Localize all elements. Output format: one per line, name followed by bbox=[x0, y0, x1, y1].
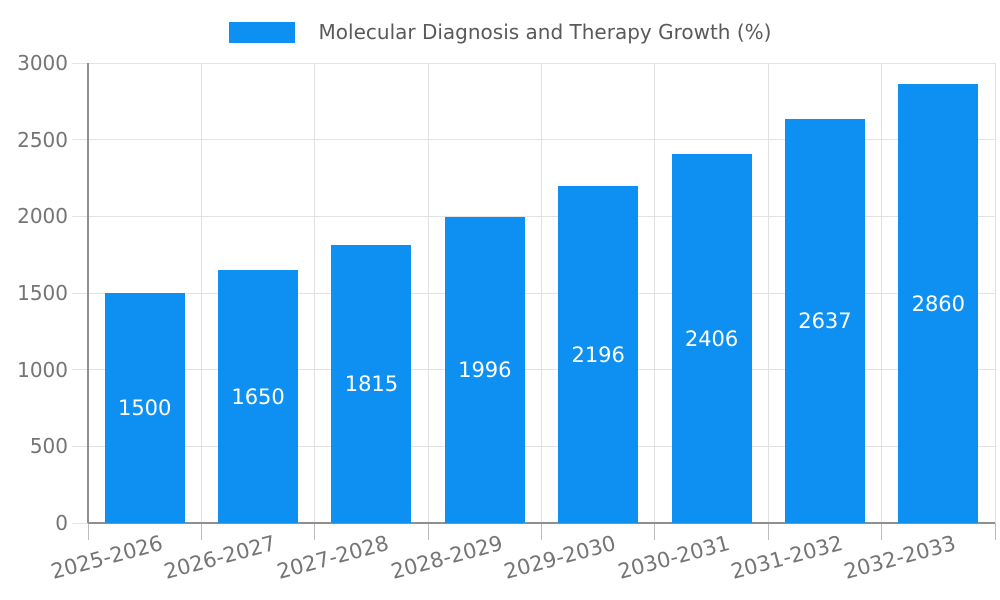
bar-value-label: 2860 bbox=[911, 291, 966, 316]
y-axis-tick bbox=[72, 445, 88, 447]
bar-value-label: 2406 bbox=[684, 326, 739, 351]
x-axis-tick bbox=[994, 523, 996, 540]
bar-value-label: 2637 bbox=[798, 308, 852, 333]
bar-value-label: 1996 bbox=[458, 357, 512, 382]
bar[interactable]: 1500 bbox=[104, 293, 185, 523]
y-axis-label: 0 bbox=[55, 511, 68, 535]
y-axis-tick bbox=[72, 62, 88, 64]
gridline-vertical bbox=[767, 63, 769, 523]
x-axis-label: 2029-2030 bbox=[501, 531, 619, 584]
bar-value-label: 1815 bbox=[344, 371, 399, 396]
x-axis-label: 2031-2032 bbox=[728, 531, 846, 584]
y-axis-tick bbox=[72, 139, 88, 141]
gridline-vertical bbox=[200, 63, 202, 523]
gridline-vertical bbox=[994, 63, 996, 523]
gridline-vertical bbox=[881, 63, 883, 523]
y-axis-line bbox=[87, 63, 89, 523]
bar[interactable]: 2860 bbox=[898, 84, 979, 523]
x-axis-label: 2027-2028 bbox=[274, 531, 392, 584]
x-axis-tick bbox=[427, 523, 429, 540]
legend-label: Molecular Diagnosis and Therapy Growth (… bbox=[318, 20, 772, 44]
y-axis-tick bbox=[72, 292, 88, 294]
x-axis-tick bbox=[767, 523, 769, 540]
gridline-vertical bbox=[427, 63, 429, 523]
x-axis-label: 2025-2026 bbox=[48, 531, 165, 584]
y-axis-tick bbox=[72, 522, 88, 524]
x-axis-label: 2032-2033 bbox=[841, 531, 959, 584]
bar-value-label: 2196 bbox=[571, 342, 625, 367]
y-axis-label: 500 bbox=[29, 434, 68, 459]
x-axis-label: 2028-2029 bbox=[388, 531, 506, 584]
gridline-vertical bbox=[314, 63, 316, 523]
y-axis-label: 1000 bbox=[17, 357, 68, 382]
bar[interactable]: 2637 bbox=[784, 118, 865, 523]
bar[interactable]: 2196 bbox=[558, 186, 639, 523]
x-axis-tick bbox=[541, 523, 542, 540]
x-axis-tick bbox=[881, 523, 883, 540]
gridline-vertical bbox=[654, 63, 656, 523]
bar[interactable]: 1996 bbox=[444, 216, 525, 523]
bar[interactable]: 1650 bbox=[218, 270, 299, 523]
gridline-vertical bbox=[541, 63, 542, 523]
x-axis-label: 2026-2027 bbox=[161, 531, 279, 584]
x-axis-line bbox=[88, 522, 995, 524]
bar[interactable]: 1815 bbox=[331, 244, 412, 523]
chart-legend[interactable]: Molecular Diagnosis and Therapy Growth (… bbox=[0, 21, 1000, 43]
y-axis-label: 3000 bbox=[17, 51, 68, 75]
bar-value-label: 1650 bbox=[231, 384, 285, 409]
bar[interactable]: 2406 bbox=[671, 154, 752, 523]
x-axis-tick bbox=[87, 523, 89, 540]
y-axis-label: 2500 bbox=[17, 127, 68, 152]
x-axis-label: 2030-2031 bbox=[614, 531, 732, 584]
y-axis-tick bbox=[72, 215, 88, 217]
y-axis-label: 2000 bbox=[17, 204, 68, 229]
x-axis-tick bbox=[314, 523, 316, 540]
x-axis-tick bbox=[654, 523, 656, 540]
y-axis-tick bbox=[72, 369, 88, 371]
bar-value-label: 1500 bbox=[117, 396, 172, 420]
y-axis-label: 1500 bbox=[17, 281, 68, 305]
x-axis-tick bbox=[200, 523, 202, 540]
legend-swatch bbox=[228, 21, 295, 43]
